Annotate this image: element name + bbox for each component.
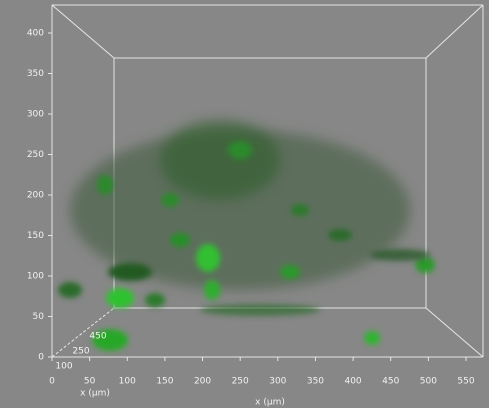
volume-render: 0 50 100 150 200 250 300 350 400 0 50 100 150 200 250 3… (0, 0, 489, 408)
x-tick-label: 550 (457, 377, 474, 387)
x-tick-label: 250 (232, 377, 249, 387)
y-tick-label: 400 (27, 29, 44, 39)
x-tick-label: 450 (382, 377, 399, 387)
z-tick-label: 450 (89, 332, 106, 342)
x-tick-label: 0 (49, 377, 55, 387)
y-tick-label: 350 (27, 69, 44, 79)
x-tick-label: 500 (420, 377, 437, 387)
y-tick-label: 0 (38, 353, 44, 363)
x-tick-label: 50 (84, 377, 96, 387)
y-tick-label: 150 (27, 231, 44, 241)
z-tick-label: 100 (55, 362, 72, 372)
x-tick-label: 150 (156, 377, 173, 387)
x-axis-label: x (µm) (255, 398, 285, 408)
x-tick-label: 400 (344, 377, 361, 387)
y-tick-label: 200 (27, 191, 44, 201)
y-tick-label: 50 (33, 312, 45, 322)
depth-axis-label: x (µm) (80, 389, 110, 399)
x-tick-label: 100 (119, 377, 136, 387)
y-tick-label: 300 (27, 110, 44, 120)
y-tick-label: 250 (27, 150, 44, 160)
page: 0 50 100 150 200 250 300 350 400 0 50 100 150 200 250 3… (0, 0, 489, 408)
y-tick-label: 100 (27, 272, 44, 282)
x-tick-label: 350 (307, 377, 324, 387)
z-tick-label: 250 (72, 347, 89, 357)
x-tick-label: 200 (194, 377, 211, 387)
x-tick-label: 300 (269, 377, 286, 387)
